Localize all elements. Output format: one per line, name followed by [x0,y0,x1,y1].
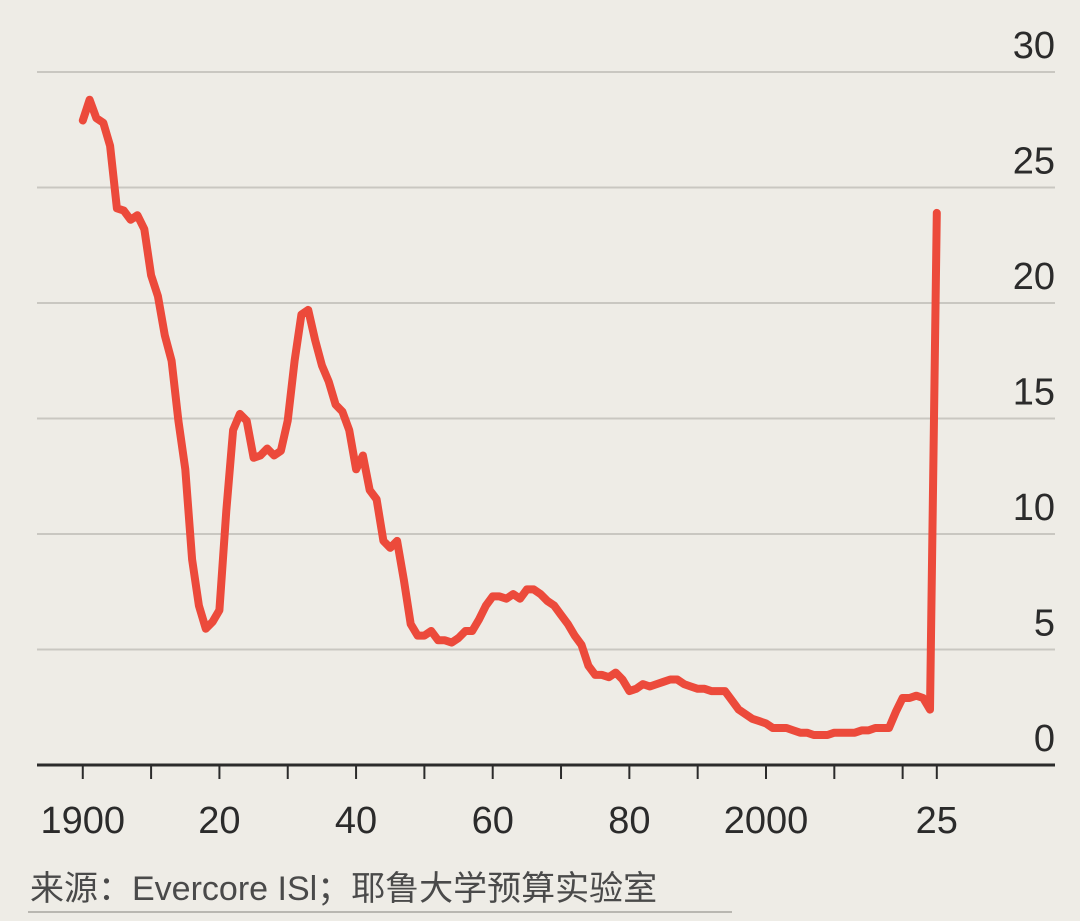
x-tick-label: 40 [335,800,377,842]
x-tick-label: 80 [608,800,650,842]
y-tick-label: 0 [1034,718,1055,760]
x-tick-label: 20 [198,800,240,842]
x-tick-label: 1900 [41,800,126,842]
y-tick-label: 10 [1013,487,1055,529]
y-tick-label: 20 [1013,256,1055,298]
data-line [78,95,941,739]
y-tick-label: 5 [1034,603,1055,645]
y-tick-label: 30 [1013,25,1055,67]
y-tick-label: 25 [1013,141,1055,183]
x-tick-label: 25 [916,800,958,842]
x-tick-label: 2000 [724,800,809,842]
y-tick-label: 15 [1013,372,1055,414]
source-note: 来源：Evercore ISl；耶鲁大学预算实验室 [30,870,657,908]
x-tick-label: 60 [472,800,514,842]
